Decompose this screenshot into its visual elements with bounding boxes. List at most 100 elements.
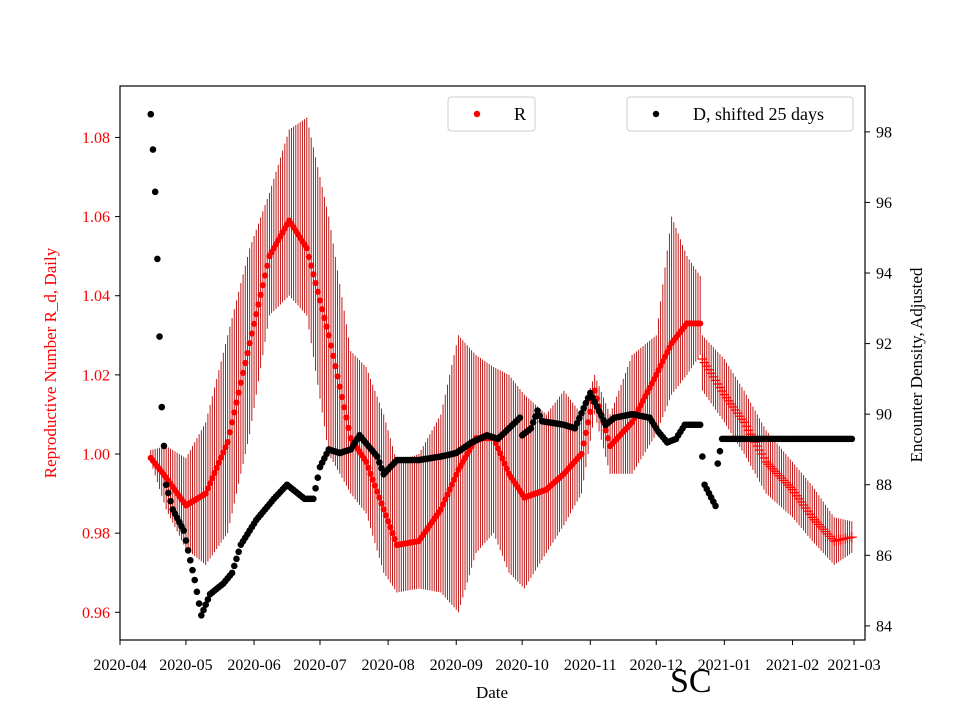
left-y-axis-title: Reproductive Number R_d, Daily (41, 247, 60, 478)
x-tick-label: 2020-07 (293, 657, 346, 674)
r-point (387, 524, 393, 530)
legend-r: R (448, 97, 535, 131)
d-point (374, 453, 381, 460)
left-tick-label: 1.02 (82, 367, 110, 384)
r-point (381, 506, 387, 512)
r-point (341, 404, 347, 410)
d-point (312, 485, 319, 492)
r-point (326, 332, 332, 338)
d-point (187, 557, 194, 564)
x-tick-label: 2020-06 (227, 657, 280, 674)
r-point (367, 471, 373, 477)
r-cross-point (812, 517, 822, 527)
r-point (323, 323, 329, 329)
x-axis-ticks: 2020-04 2020-05 2020-06 2020-07 2020-08 2020-… (93, 640, 880, 674)
x-tick-label: 2021-02 (766, 657, 819, 674)
d-point (314, 474, 321, 481)
d-point (147, 111, 154, 118)
r-point (383, 512, 389, 518)
d-point (376, 459, 383, 466)
r-cross-point (827, 534, 837, 544)
r-point (255, 301, 261, 307)
d-point (196, 600, 203, 607)
r-point (236, 390, 242, 396)
r-cross-point (779, 475, 789, 485)
d-point (152, 189, 159, 196)
r-point (308, 263, 314, 269)
d-point (697, 421, 704, 428)
right-tick-label: 90 (876, 407, 892, 424)
left-tick-label: 1.00 (82, 447, 110, 464)
d-point (528, 425, 535, 432)
r-point (242, 360, 248, 366)
r-cross-point (825, 531, 835, 541)
right-tick-label: 88 (876, 477, 892, 494)
x-tick-label: 2020-10 (496, 657, 549, 674)
r-cross-point (781, 478, 791, 488)
r-cross-point (823, 529, 833, 539)
d-point (150, 146, 157, 153)
r-cross-point (770, 466, 780, 476)
r-point (315, 289, 321, 295)
r-point (330, 353, 336, 359)
r-point (374, 489, 380, 495)
r-point (264, 263, 270, 269)
d-point (180, 527, 187, 534)
r-cross-point (816, 522, 826, 532)
encounter-density-chart: 2020-04 2020-05 2020-06 2020-07 2020-08 2020-… (0, 0, 960, 720)
d-point (714, 460, 721, 467)
x-tick-label: 2020-11 (564, 657, 617, 674)
r-point (229, 419, 235, 425)
right-y-axis-ticks: 8486889092949698 (865, 124, 892, 635)
x-axis-title: Date (476, 683, 508, 702)
d-point (717, 448, 724, 455)
r-point (587, 409, 593, 415)
d-point (167, 498, 174, 505)
left-tick-label: 1.04 (82, 288, 110, 305)
r-point (337, 384, 343, 390)
r-point (581, 440, 587, 446)
r-point (304, 245, 310, 251)
r-point (363, 459, 369, 465)
r-point (376, 494, 382, 500)
r-point (343, 415, 349, 421)
r-point (262, 272, 268, 278)
d-point (712, 503, 719, 510)
right-y-axis-title: Encounter Density, Adjusted (907, 267, 926, 462)
d-point (235, 548, 242, 555)
r-cross-point (768, 464, 778, 474)
d-point (530, 419, 537, 426)
r-point (583, 430, 589, 436)
d-point (189, 567, 196, 574)
r-point (317, 297, 323, 303)
r-point (231, 409, 237, 415)
d-point (185, 547, 192, 554)
left-y-axis-ticks: 0.960.981.001.021.041.061.08 (82, 130, 120, 622)
r-cross-point (776, 473, 786, 483)
r-point (578, 451, 584, 457)
r-point (585, 419, 591, 425)
left-tick-label: 1.08 (82, 130, 110, 147)
r-point (392, 536, 398, 542)
r-cross-point (814, 519, 824, 529)
d-point (229, 570, 236, 577)
d-point (233, 556, 240, 563)
d-point (161, 443, 168, 450)
r-point (310, 271, 316, 277)
r-point (319, 306, 325, 312)
d-point (231, 563, 238, 570)
r-point (389, 530, 395, 536)
r-point (321, 315, 327, 321)
state-label: SC (670, 663, 712, 700)
x-tick-label: 2020-05 (159, 657, 212, 674)
right-tick-label: 94 (876, 266, 892, 283)
d-point (310, 496, 317, 503)
legend-d-label: D, shifted 25 days (693, 104, 824, 124)
r-cross-point (766, 462, 776, 472)
left-tick-label: 0.98 (82, 526, 110, 543)
d-point (191, 577, 198, 584)
d-point (154, 256, 161, 263)
d-point (849, 436, 856, 443)
legend-d-marker (653, 111, 659, 117)
r-point (697, 320, 703, 326)
